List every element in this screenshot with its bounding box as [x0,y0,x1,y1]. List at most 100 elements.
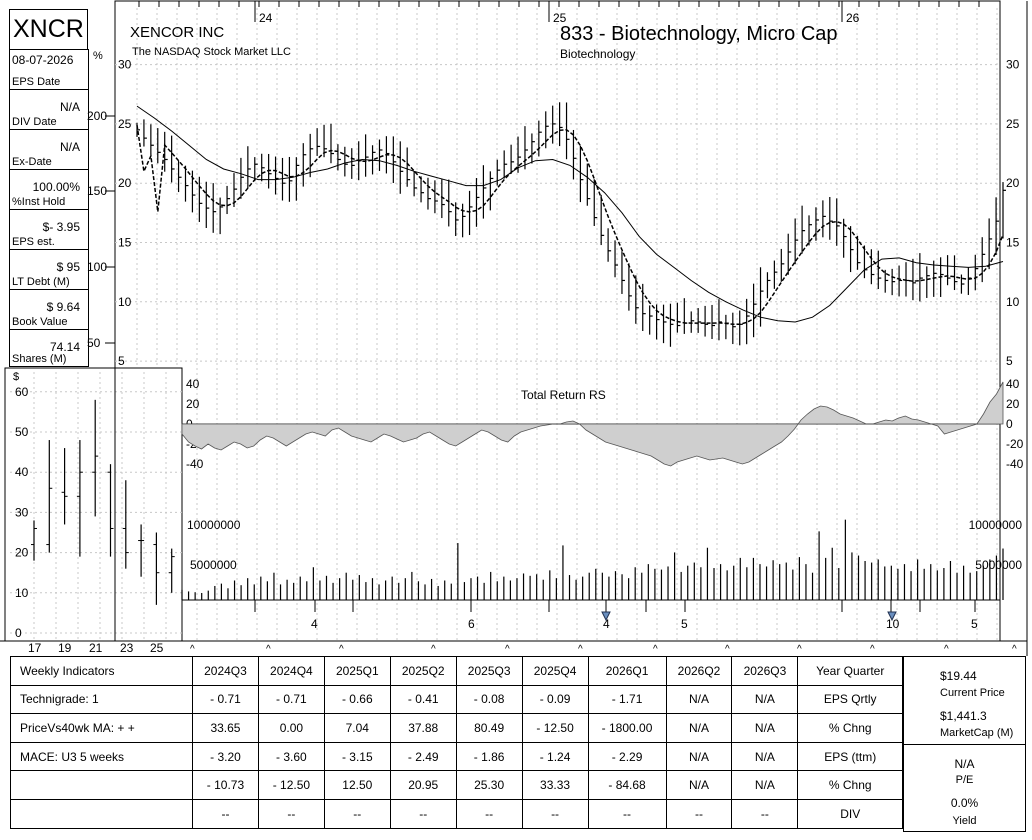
table-column-header: Year Quarter [797,656,903,686]
table-row-label [10,770,193,800]
pct-axis-symbol: % [93,50,103,62]
table-cell: - 3.20 [192,741,259,772]
lt-tick: 20 [15,546,29,560]
symbol: XNCR [13,15,84,43]
volume-tick-right: 10000000 [969,518,1023,532]
info-value: N/A [59,100,80,114]
info-box-0: 08-07-2026 EPS Date [9,49,89,90]
table-cell: 12.50 [323,770,391,800]
lt-x-label: 17 [28,641,42,655]
table-row: Technigrade: 1- 0.71- 0.71- 0.66- 0.41- … [10,684,903,715]
table-cell: - 1.24 [521,741,589,772]
rs-title: Total Return RS [521,388,606,402]
table-column-header: 2025Q4 [521,656,589,686]
table-cell: 25.30 [455,770,523,800]
table-cell: - 0.08 [455,684,523,715]
price-tick-right: 25 [1006,117,1020,131]
table-cell: EPS Qrtly [797,684,903,715]
caret-mark: ^ [266,644,271,655]
volume-tick-left: 5000000 [190,558,237,572]
table-cell: % Chng [797,770,903,800]
price-tick-left: 10 [118,295,132,309]
rs-tick-right: -20 [1006,437,1024,451]
caret-mark: ^ [190,644,195,655]
rs-tick-right: -40 [1006,457,1024,471]
table-cell: N/A [731,713,799,743]
lt-x-label: 23 [120,641,134,655]
price-tick-left: 20 [118,176,132,190]
table-cell: 33.65 [192,713,259,743]
price-tick-left: 5 [118,354,125,368]
table-cell: - 2.49 [389,741,457,772]
table-cell: -- [257,798,325,829]
info-value: $ 95 [56,260,80,274]
table-cell: - 1800.00 [587,713,667,743]
info-caption: EPS Date [12,76,61,88]
month-label: 4 [311,617,318,631]
caret-mark: ^ [725,644,730,655]
lt-x-label: 21 [89,641,103,655]
table-cell: -- [665,798,733,829]
table-cell: - 0.71 [192,684,259,715]
long-term-frame [4,367,183,642]
table-cell: -- [731,798,799,829]
caret-mark: ^ [1012,644,1017,655]
info-caption: DIV Date [12,116,57,128]
table-cell: N/A [731,741,799,772]
caret-mark: ^ [505,644,510,655]
yield-value: 0.0% [950,796,979,810]
table-cell: - 3.60 [257,741,325,772]
rs-area [181,381,1004,467]
table-cell: - 1.71 [587,684,667,715]
pe-caption: P/E [955,774,974,786]
caret-mark: ^ [339,644,344,655]
lt-tick: 60 [15,385,29,399]
table-cell: N/A [731,684,799,715]
info-box-5: $ 95 LT Debt (M) [9,249,89,290]
earnings-marker [887,611,897,622]
table-cell: EPS (ttm) [797,741,903,772]
caret-mark: ^ [944,644,949,655]
table-column-header: 2024Q3 [192,656,259,686]
info-box-2: N/A Ex-Date [9,129,89,170]
table-cell: - 0.09 [521,684,589,715]
caret-mark: ^ [431,644,436,655]
table-cell: 0.00 [257,713,325,743]
month-label: 5 [681,617,688,631]
caret-mark: ^ [870,644,875,655]
table-cell: % Chng [797,713,903,743]
info-value: 74.14 [49,340,80,354]
table-cell: N/A [731,770,799,800]
table-cell: DIV [797,798,903,829]
table-cell: - 3.15 [323,741,391,772]
table-column-header: 2025Q1 [323,656,391,686]
lt-dollar: $ [13,371,19,383]
table-column-header: 2026Q2 [665,656,733,686]
month-label: 10 [886,617,900,631]
info-value: $ 9.64 [46,300,80,314]
info-caption: %Inst Hold [12,196,66,208]
table-header-row: Weekly Indicators 2024Q3 2024Q4 2025Q1 2025Q… [10,656,903,686]
table-cell: N/A [665,713,733,743]
table-cell: N/A [665,770,733,800]
info-caption: Shares (M) [12,353,67,365]
info-caption: Ex-Date [12,156,52,168]
price-tick-right: 5 [1006,354,1013,368]
symbol-box: XNCR [9,9,88,51]
info-caption: LT Debt (M) [12,276,70,288]
rs-tick-left: -40 [186,457,204,471]
table-column-header: 2025Q3 [455,656,523,686]
table-cell: - 1.86 [455,741,523,772]
caret-mark: ^ [797,644,802,655]
current-price: $19.44 [940,669,977,683]
pct-tick: 50 [87,336,101,350]
price-tick-left: 30 [118,58,132,72]
table-cell: - 0.66 [323,684,391,715]
table-cell: -- [389,798,457,829]
table-cell: -- [587,798,667,829]
table-row-label: PriceVs40wk MA: + + [10,713,193,743]
table-column-header: 2024Q4 [257,656,325,686]
ma-40-line [136,105,1004,323]
market-cap-caption: MarketCap (M) [940,727,1014,739]
